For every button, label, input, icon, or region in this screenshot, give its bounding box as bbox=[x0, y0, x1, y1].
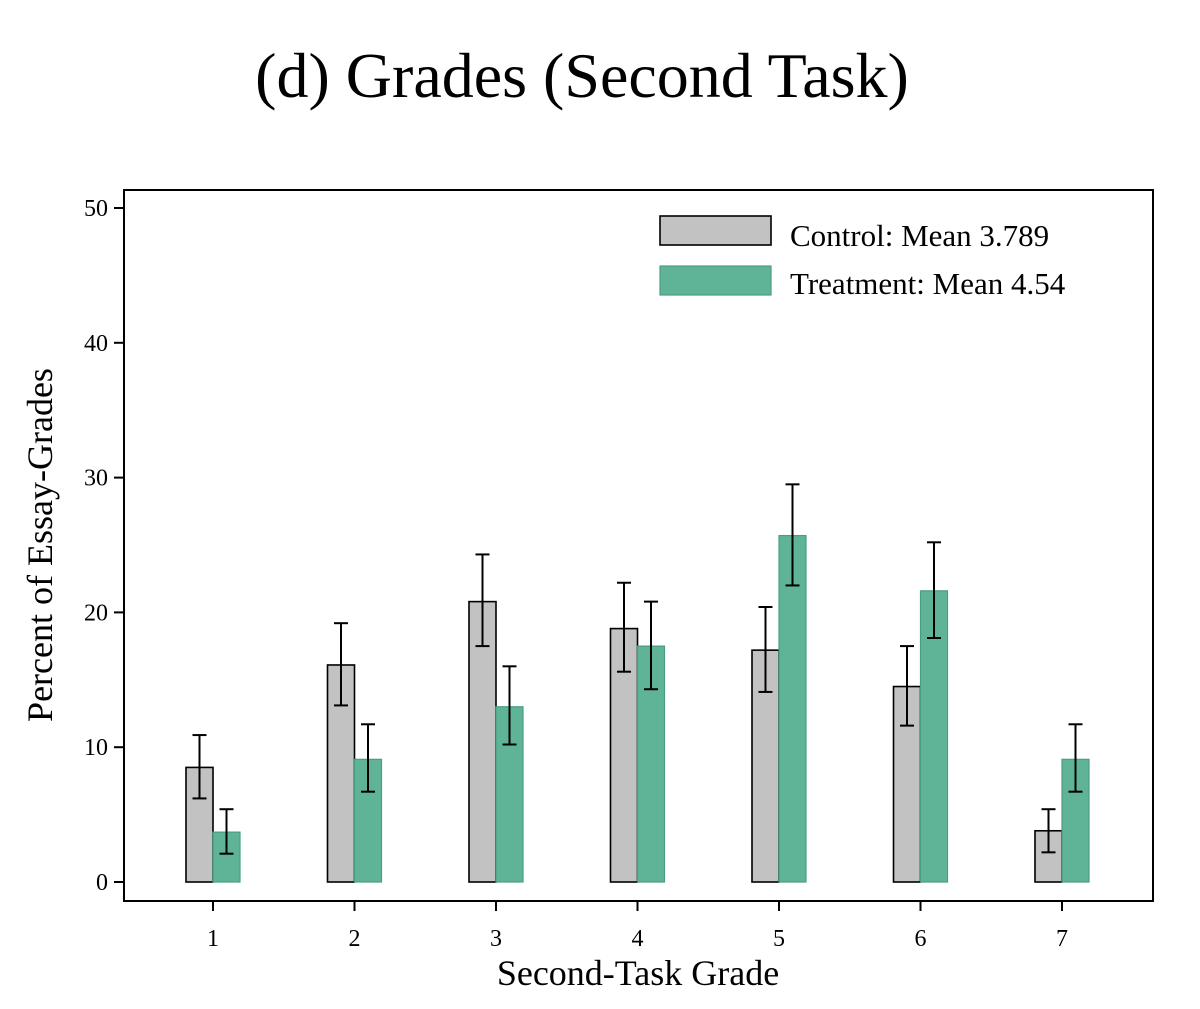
x-tick-label: 5 bbox=[773, 926, 785, 952]
legend-label-treatment: Treatment: Mean 4.54 bbox=[790, 266, 1066, 301]
bars-group bbox=[185, 534, 1090, 883]
chart-title: (d) Grades (Second Task) bbox=[255, 40, 909, 111]
bar-treatment-5 bbox=[778, 534, 807, 883]
bar-treatment-6 bbox=[919, 590, 949, 883]
y-tick-label: 10 bbox=[84, 735, 108, 761]
plot-area: 0 10 20 30 40 50 1 2 3 4 5 6 7 bbox=[84, 189, 1154, 952]
y-tick-label: 30 bbox=[84, 466, 108, 492]
x-tick-label: 6 bbox=[915, 926, 927, 952]
bar-control-7 bbox=[1034, 829, 1063, 883]
legend-swatch-control bbox=[659, 215, 772, 246]
bar-treatment-2 bbox=[353, 758, 383, 883]
legend-label-control: Control: Mean 3.789 bbox=[790, 218, 1049, 253]
x-tick-label: 4 bbox=[632, 926, 644, 952]
legend-swatch-treatment bbox=[659, 265, 772, 296]
x-tick-label: 2 bbox=[349, 926, 361, 952]
y-tick-label: 0 bbox=[96, 870, 108, 896]
bar-control-3 bbox=[468, 600, 497, 883]
bar-control-2 bbox=[326, 664, 356, 883]
error-bars-group bbox=[192, 483, 1083, 855]
y-axis: 0 10 20 30 40 50 bbox=[84, 196, 124, 896]
x-tick-label: 1 bbox=[207, 926, 219, 952]
y-tick-label: 20 bbox=[84, 600, 108, 626]
y-tick-label: 40 bbox=[84, 331, 108, 357]
y-tick-label: 50 bbox=[84, 196, 108, 222]
x-axis: 1 2 3 4 5 6 7 bbox=[207, 901, 1068, 952]
x-tick-label: 3 bbox=[490, 926, 502, 952]
x-tick-label: 7 bbox=[1056, 926, 1068, 952]
legend: Control: Mean 3.789 Treatment: Mean 4.54 bbox=[659, 215, 1066, 301]
y-axis-label: Percent of Essay-Grades bbox=[20, 368, 60, 722]
x-axis-label: Second-Task Grade bbox=[497, 953, 779, 993]
